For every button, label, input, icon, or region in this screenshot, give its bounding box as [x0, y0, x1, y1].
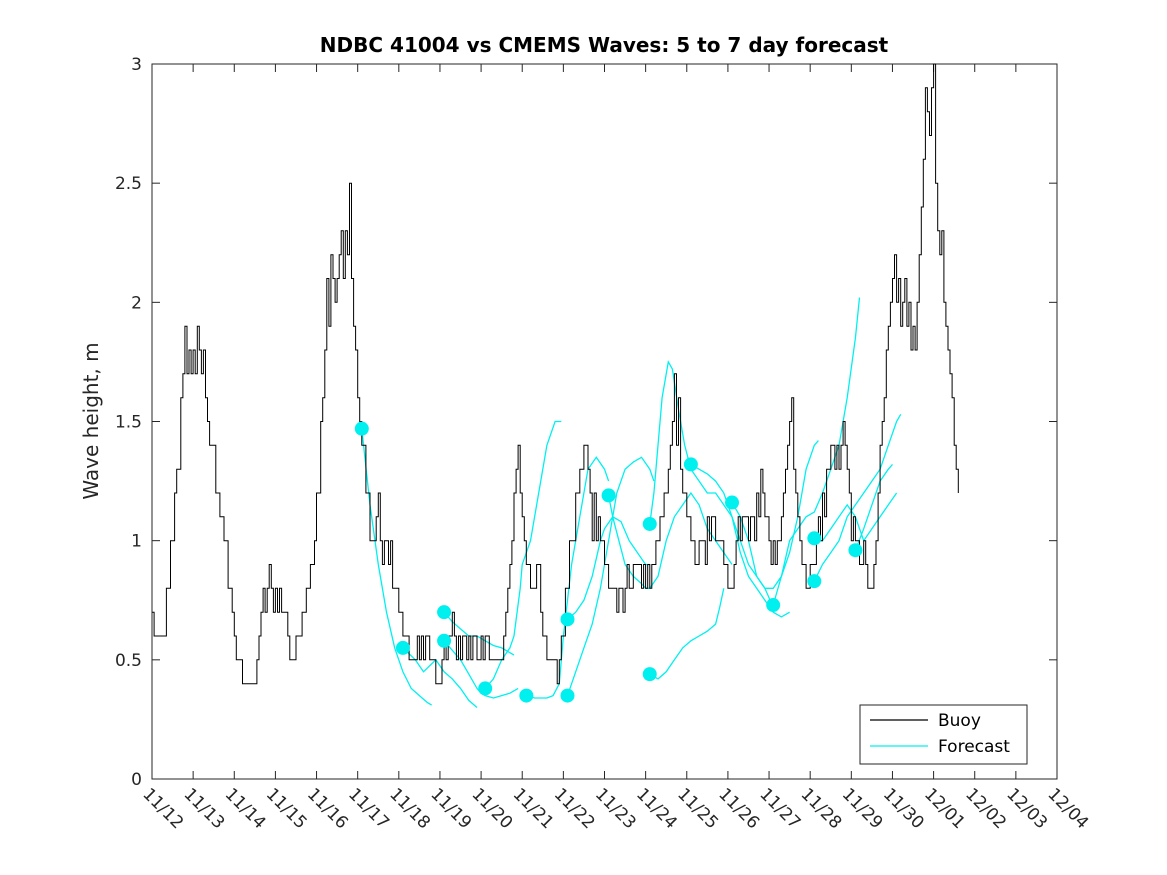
buoy-line	[152, 63, 959, 685]
forecast-start-markers	[354, 421, 863, 703]
forecast-line	[402, 647, 478, 708]
chart-title: NDBC 41004 vs CMEMS Waves: 5 to 7 day fo…	[320, 33, 889, 57]
y-tick-label: 0	[131, 770, 142, 790]
forecast-marker	[642, 516, 657, 531]
legend-box	[859, 704, 1028, 765]
forecast-marker	[807, 574, 822, 589]
forecast-line	[731, 440, 819, 589]
forecast-line	[484, 420, 562, 689]
y-tick-label: 1.5	[115, 413, 142, 433]
forecast-line	[649, 360, 774, 608]
forecast-line	[690, 463, 790, 618]
legend-forecast-label: Forecast	[938, 737, 1010, 757]
y-tick-label: 2.5	[115, 174, 142, 194]
forecast-marker	[642, 667, 657, 682]
forecast-marker	[354, 421, 369, 436]
forecast-line	[361, 428, 433, 706]
forecast-line	[854, 463, 893, 551]
forecast-marker	[683, 457, 698, 472]
forecast-marker	[395, 640, 410, 655]
buoy-series	[152, 63, 959, 685]
legend: Buoy Forecast	[859, 704, 1028, 765]
forecast-marker	[848, 543, 863, 558]
forecast-marker	[766, 598, 781, 613]
y-axis-title: Wave height, m	[79, 342, 103, 499]
y-tick-label: 2	[131, 293, 142, 313]
y-tick-label: 0.5	[115, 651, 142, 671]
forecast-line	[567, 515, 650, 620]
legend-buoy-label: Buoy	[938, 711, 981, 731]
y-axis: 0 0.5 1 1.5 2 2.5 3	[115, 55, 1057, 790]
y-tick-label: 3	[131, 55, 142, 75]
forecast-marker	[437, 605, 452, 620]
forecast-marker	[437, 633, 452, 648]
forecast-marker	[560, 612, 575, 627]
forecast-line	[772, 297, 861, 606]
forecast-line	[813, 413, 902, 582]
forecast-line	[649, 588, 725, 680]
y-tick-label: 1	[131, 532, 142, 552]
forecast-marker	[725, 495, 740, 510]
forecast-marker	[807, 531, 822, 546]
forecast-line	[607, 491, 733, 589]
forecast-marker	[519, 688, 534, 703]
forecast-marker	[601, 488, 616, 503]
forecast-marker	[560, 688, 575, 703]
forecast-marker	[478, 681, 493, 696]
